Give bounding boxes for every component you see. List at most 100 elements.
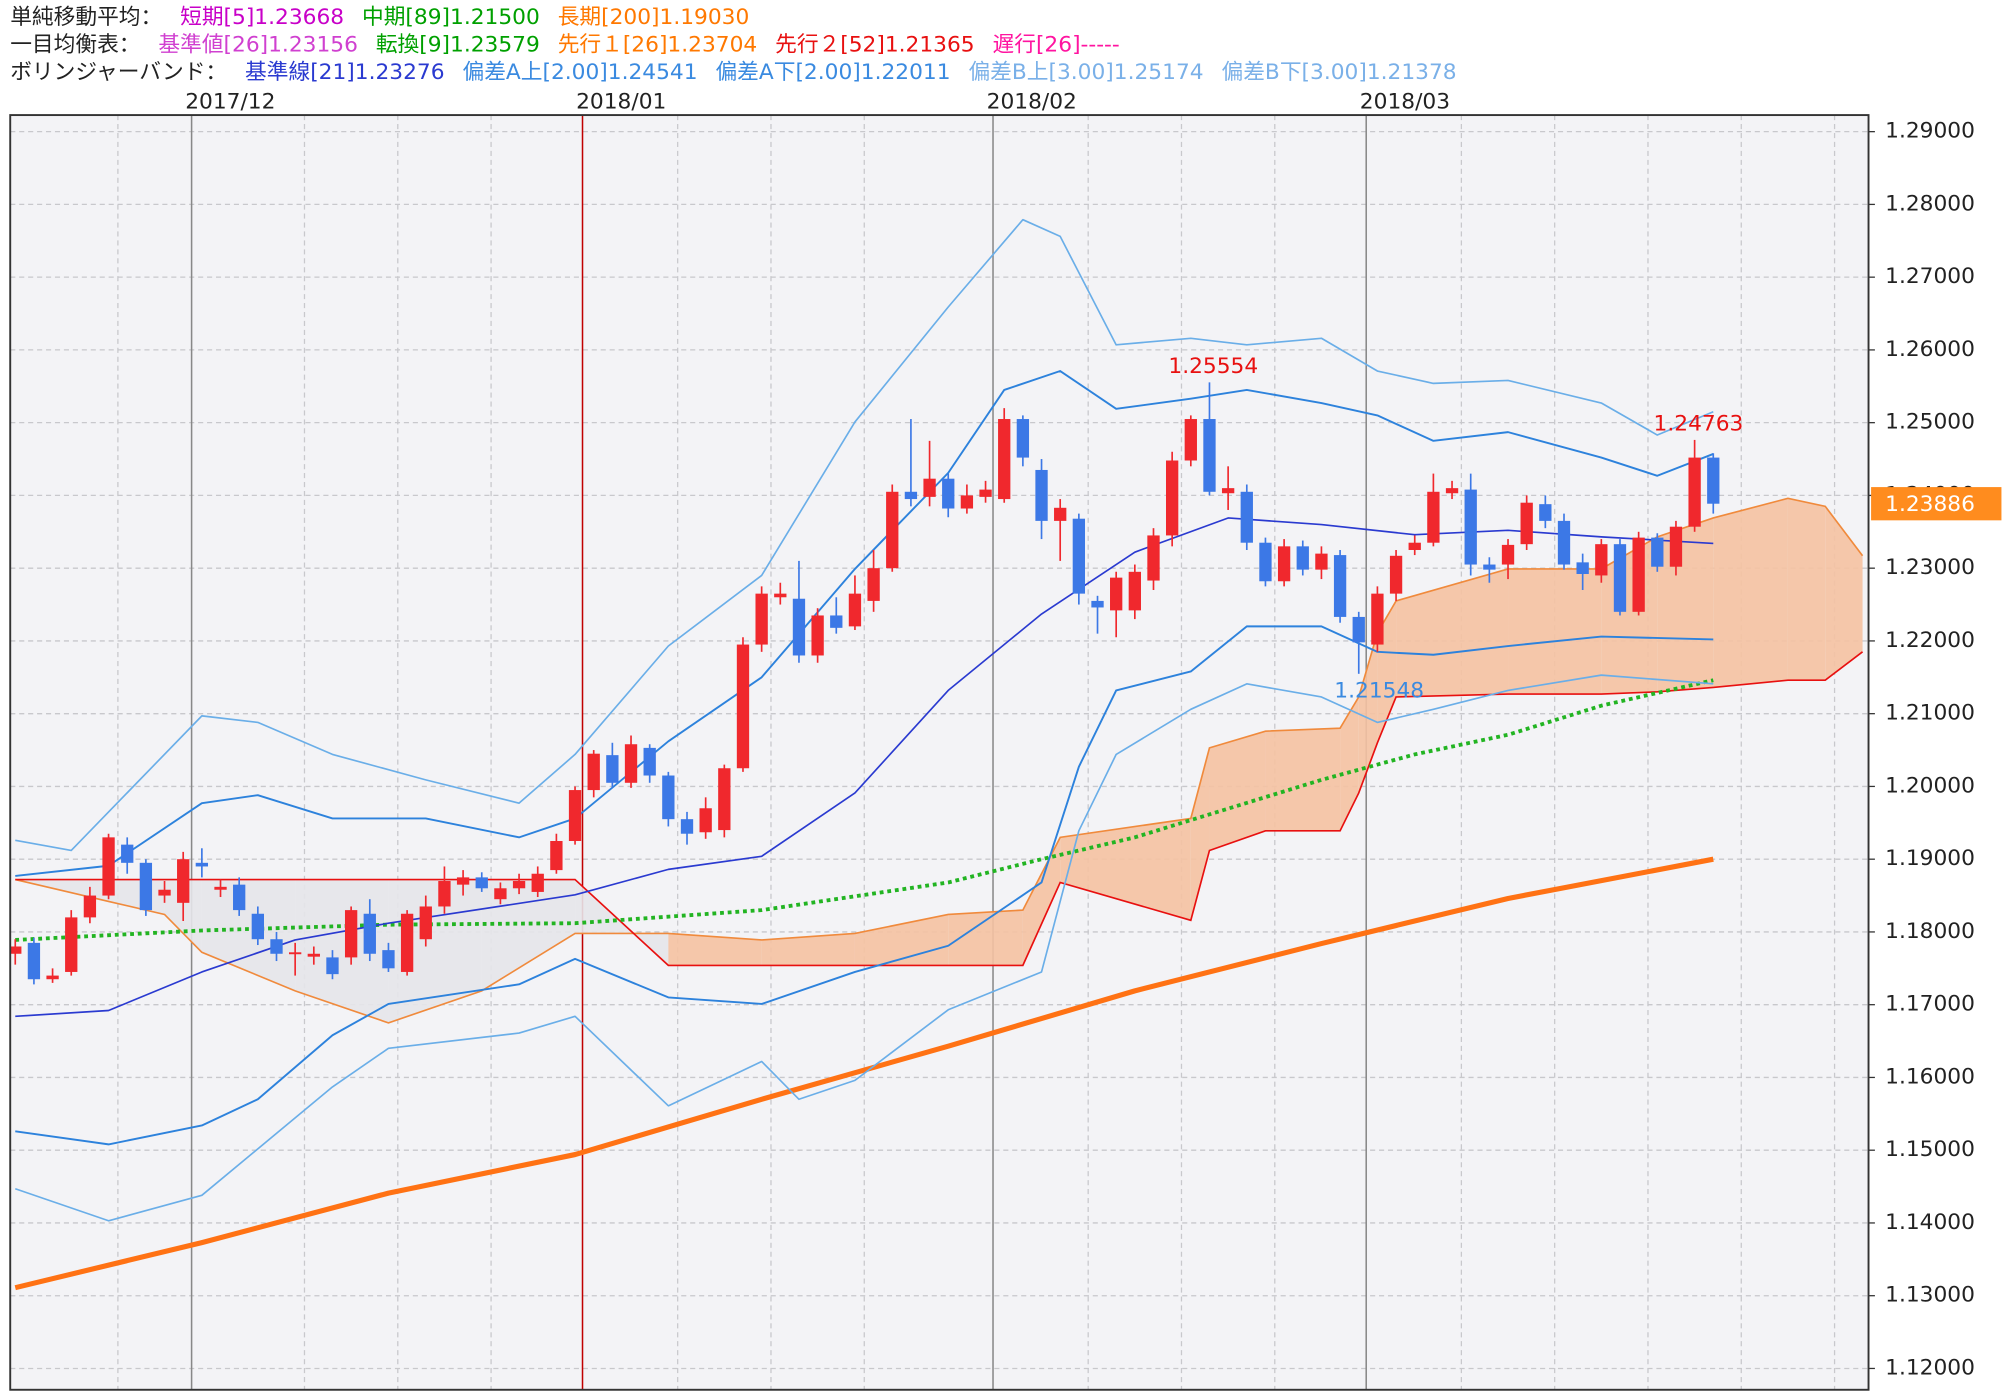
cloud-segment	[201, 879, 296, 991]
candle-body	[139, 862, 153, 911]
y-tick-label: 1.27000	[1885, 264, 1975, 289]
y-tick-label: 1.16000	[1885, 1064, 1975, 1089]
candle-body	[1539, 504, 1552, 521]
candle-body	[419, 906, 432, 940]
legend-item: 一目均衡表：	[10, 32, 140, 57]
candle-body	[699, 808, 712, 833]
legend-item: 基準値[26]1.23156	[158, 32, 358, 57]
y-tick-label: 1.26000	[1885, 337, 1975, 362]
candle-body	[904, 491, 918, 500]
candle-body	[1054, 507, 1067, 521]
candle-body	[214, 886, 227, 890]
candle-body	[400, 913, 414, 972]
candle-body	[1389, 555, 1403, 594]
plot-layer	[10, 218, 1864, 1291]
legend-item: 長期[200]1.19030	[558, 5, 750, 30]
candle-body	[755, 593, 768, 645]
candle-body	[680, 819, 694, 834]
x-tick-label: 2018/01	[576, 89, 666, 114]
y-tick-label: 1.29000	[1885, 119, 1975, 144]
candle-body	[811, 615, 824, 656]
candle-body	[512, 881, 526, 889]
x-tick-label: 2017/12	[185, 89, 275, 114]
y-tick-label: 1.14000	[1885, 1210, 1975, 1235]
candle-body	[998, 419, 1011, 500]
candle-body	[923, 478, 936, 497]
candle-body	[1147, 535, 1160, 581]
indicator-line	[15, 218, 1714, 852]
candle-body	[1408, 542, 1421, 550]
candle-body	[1557, 520, 1571, 565]
candle-body	[1240, 491, 1253, 543]
candle-body	[942, 478, 955, 509]
legend-item: 先行１[26]1.23704	[558, 32, 758, 57]
current-price-label: 1.23886	[1885, 492, 1975, 517]
candle-body	[1277, 546, 1291, 582]
candle-body	[1352, 616, 1365, 643]
plot-frame	[9, 114, 1870, 1391]
current-price-box	[1871, 487, 2002, 521]
candle-body	[1035, 469, 1048, 521]
candle-body	[1632, 537, 1645, 612]
legend-item: 偏差B上[3.00]1.25174	[968, 60, 1203, 85]
candle-body	[1669, 526, 1683, 567]
candle-body	[251, 913, 264, 940]
candle-body	[326, 957, 339, 975]
candle-body	[643, 747, 656, 776]
candle-body	[1110, 577, 1123, 611]
legend-item: 短期[5]1.23668	[180, 5, 344, 30]
legend-item: 先行２[52]1.21365	[775, 32, 975, 57]
y-tick-label: 1.22000	[1885, 628, 1975, 653]
candle-body	[1595, 544, 1608, 576]
legend-item: ボリンジャーバンド：	[10, 60, 227, 85]
candle-body	[233, 884, 246, 911]
price-annotation: 1.21548	[1334, 679, 1424, 704]
legend-item: 偏差B下[3.00]1.21378	[1221, 60, 1456, 85]
candle-body	[270, 939, 283, 954]
candle-body	[662, 775, 675, 820]
candle-body	[46, 975, 59, 980]
candle-body	[158, 889, 171, 896]
cloud-segment	[1657, 517, 1714, 692]
cloud-segment	[1713, 498, 1788, 688]
candle-body	[1128, 571, 1141, 611]
y-tick-label: 1.25000	[1885, 410, 1975, 435]
y-tick-label: 1.18000	[1885, 919, 1975, 944]
candle-body	[65, 917, 78, 972]
candle-body	[960, 495, 974, 509]
candle-body	[1203, 419, 1216, 492]
candle-body	[848, 593, 862, 627]
plot-background	[10, 115, 1869, 1390]
overlay-layer: 1.12000 1.13000 1.14000 1.15000 1.16000 1.170…	[1168, 119, 2002, 1380]
cloud-segment	[1190, 747, 1210, 921]
indicator-line	[14, 674, 1714, 1222]
indicator-line	[15, 370, 1714, 877]
candle-body	[1165, 460, 1179, 536]
candle-body	[1651, 537, 1664, 567]
candle-body	[1688, 457, 1701, 527]
candle-body	[606, 755, 619, 783]
y-tick-label: 1.20000	[1885, 773, 1975, 798]
candle-body	[438, 881, 451, 907]
candle-body	[1091, 600, 1104, 608]
candle-body	[1464, 489, 1477, 565]
candle-body	[830, 615, 843, 628]
legend-item: 偏差A上[2.00]1.24541	[462, 60, 697, 85]
candle-body	[1072, 518, 1086, 594]
cloud-segment	[761, 933, 855, 966]
cloud-segment	[1209, 731, 1266, 851]
cloud-segment	[668, 933, 762, 966]
candle-body	[177, 859, 190, 903]
candle-body	[1259, 542, 1272, 582]
candle-body	[624, 744, 638, 783]
cloud-segment	[481, 879, 576, 991]
candle-body	[867, 568, 880, 601]
candle-body	[774, 593, 787, 598]
candle-body	[1445, 488, 1459, 494]
candle-body	[736, 644, 750, 769]
candle-body	[979, 489, 992, 497]
cloud-segment	[1022, 837, 1061, 966]
candle-body	[288, 952, 302, 955]
